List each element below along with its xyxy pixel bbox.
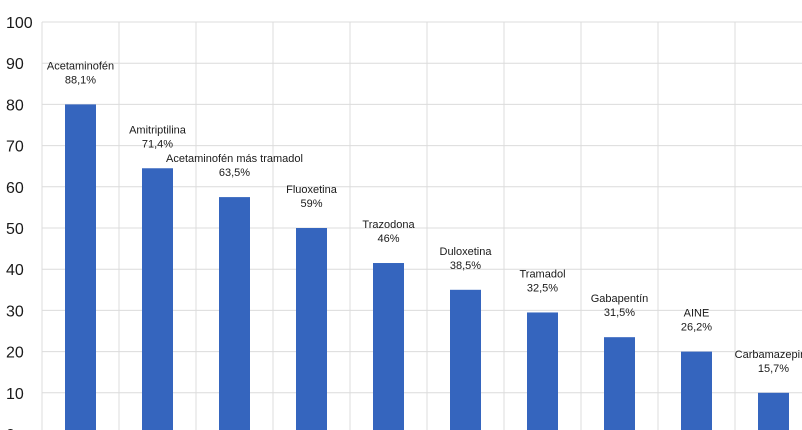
y-axis-ticks: 0 10 20 30 40 50 60 70 80 90 100	[6, 15, 33, 430]
bar-category-label: Trazodona	[362, 219, 415, 231]
bar-value-label: 26,2%	[681, 322, 712, 334]
bar-value-label: 31,5%	[604, 307, 635, 319]
y-tick-label: 30	[6, 303, 24, 320]
y-tick-label: 60	[6, 180, 24, 197]
bar-category-label: Amitriptilina	[129, 124, 187, 136]
bar-value-label: 15,7%	[758, 363, 789, 375]
bar	[681, 351, 712, 430]
bar-value-label: 59%	[300, 198, 322, 210]
bars	[65, 104, 789, 430]
bar-category-label: Tramadol	[519, 268, 565, 280]
bar-category-label: Acetaminofén	[47, 60, 114, 72]
bar-category-label: Carbamazepina	[735, 349, 802, 361]
y-tick-label: 10	[6, 386, 24, 403]
bar-value-label: 32,5%	[527, 282, 558, 294]
bar-category-label: Gabapentín	[591, 293, 649, 305]
bar	[296, 228, 327, 430]
bar-category-label: AINE	[684, 308, 710, 320]
bar-value-label: 71,4%	[142, 138, 173, 150]
y-tick-label: 50	[6, 221, 24, 238]
bar-category-label: Duloxetina	[440, 246, 493, 258]
bar	[219, 197, 250, 430]
bar-value-label: 46%	[377, 233, 399, 245]
bar-category-label: Acetaminofén más tramadol	[166, 153, 303, 165]
bar-labels: Acetaminofén 88,1% Amitriptilina 71,4% Aceta…	[47, 60, 802, 374]
bar	[450, 289, 481, 430]
bar-value-label: 38,5%	[450, 260, 481, 272]
y-tick-label: 100	[6, 15, 33, 32]
y-tick-label: 40	[6, 262, 24, 279]
y-tick-label: 0	[6, 427, 15, 430]
bar	[373, 263, 404, 430]
bar	[527, 312, 558, 430]
y-tick-label: 20	[6, 345, 24, 362]
y-tick-label: 70	[6, 139, 24, 156]
bar-category-label: Fluoxetina	[286, 184, 338, 196]
bar	[65, 104, 96, 430]
bar	[604, 337, 635, 430]
bar	[758, 392, 789, 430]
bar-value-label: 63,5%	[219, 167, 250, 179]
y-tick-label: 80	[6, 97, 24, 114]
bar-value-label: 88,1%	[65, 74, 96, 86]
y-tick-label: 90	[6, 56, 24, 73]
bar	[142, 168, 173, 430]
